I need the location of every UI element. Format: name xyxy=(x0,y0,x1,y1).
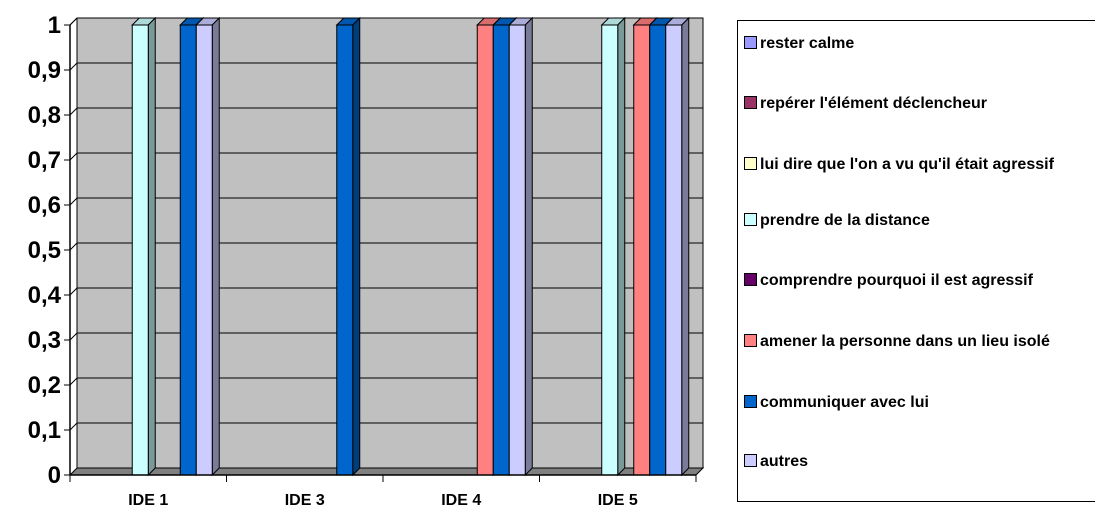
legend-entry: communiquer avec lui xyxy=(744,393,1095,413)
legend-label: comprendre pourquoi il est agressif xyxy=(760,272,1033,289)
bar-front xyxy=(649,24,667,476)
y-tick-label: 0,7 xyxy=(28,147,61,174)
legend-swatch xyxy=(744,273,757,286)
legend-entry: comprendre pourquoi il est agressif xyxy=(744,271,1054,291)
bar-front xyxy=(195,24,213,476)
bar xyxy=(195,16,221,477)
y-tick-label: 0 xyxy=(48,462,61,489)
legend-entry: rester calme xyxy=(744,34,1095,54)
bar xyxy=(600,16,626,477)
bar-front xyxy=(665,24,683,476)
bar-front xyxy=(131,24,149,476)
legend-label: communiquer avec lui xyxy=(760,394,929,411)
legend-label: repérer l'élément déclencheur xyxy=(760,95,988,112)
bar-front xyxy=(508,24,526,476)
legend-label: rester calme xyxy=(760,35,855,52)
legend-entry: autres xyxy=(744,452,1095,472)
y-tick-label: 0,1 xyxy=(28,417,61,444)
x-tick-labels: IDE 1 IDE 3 IDE 4 IDE 5 xyxy=(128,492,638,509)
legend-swatch xyxy=(744,395,757,408)
bar-front xyxy=(476,24,494,476)
bar xyxy=(508,16,534,477)
bar xyxy=(664,16,690,477)
y-tick-label: 0,5 xyxy=(28,237,61,264)
bar xyxy=(131,16,157,477)
bar-side xyxy=(352,16,361,477)
y-tick-label: 0,4 xyxy=(28,282,62,309)
bar-front xyxy=(492,24,510,476)
bars xyxy=(131,16,690,477)
bar-front xyxy=(601,24,619,476)
y-tick-label: 0,2 xyxy=(28,372,61,399)
legend-swatch xyxy=(744,454,757,467)
legend-swatch xyxy=(744,96,757,109)
axes xyxy=(64,17,697,482)
legend-entry: repérer l'élément déclencheur xyxy=(744,94,1095,114)
legend-label: prendre de la distance xyxy=(760,212,930,229)
bar-front xyxy=(336,24,354,476)
bar-side xyxy=(681,16,690,477)
x-tick-label: IDE 1 xyxy=(128,492,168,509)
x-tick-label: IDE 5 xyxy=(598,492,638,509)
bar-front xyxy=(179,24,197,476)
legend-entry: lui dire que l'on a vu qu'il était agres… xyxy=(744,155,1084,175)
y-tick-label: 0,8 xyxy=(28,102,61,129)
bar-side xyxy=(211,16,220,477)
bar-side xyxy=(147,16,156,477)
y-tick-labels: 0 0,1 0,2 0,3 0,4 0,5 0,6 0,7 0,8 0,9 1 xyxy=(28,12,62,489)
x-tick-label: IDE 3 xyxy=(285,492,325,509)
bar-front xyxy=(633,24,651,476)
legend-entry: amener la personne dans un lieu isolé xyxy=(744,332,1095,352)
legend-label: lui dire que l'on a vu qu'il était agres… xyxy=(760,156,1054,173)
legend-swatch xyxy=(744,157,757,170)
legend: rester calme repérer l'élément déclenche… xyxy=(737,20,1095,502)
y-tick-label: 0,9 xyxy=(28,57,61,84)
bar-side xyxy=(524,16,533,477)
legend-swatch xyxy=(744,36,757,49)
legend-label: amener la personne dans un lieu isolé xyxy=(760,333,1050,350)
y-tick-label: 1 xyxy=(48,12,61,39)
y-tick-label: 0,6 xyxy=(28,192,61,219)
y-tick-label: 0,3 xyxy=(28,327,61,354)
x-tick-label: IDE 4 xyxy=(441,492,481,509)
legend-swatch xyxy=(744,213,757,226)
legend-label: autres xyxy=(760,453,809,470)
legend-swatch xyxy=(744,334,757,347)
bar-side xyxy=(617,16,626,477)
bar xyxy=(335,16,361,477)
wall-edge xyxy=(69,17,78,26)
legend-entry: prendre de la distance xyxy=(744,211,1095,231)
